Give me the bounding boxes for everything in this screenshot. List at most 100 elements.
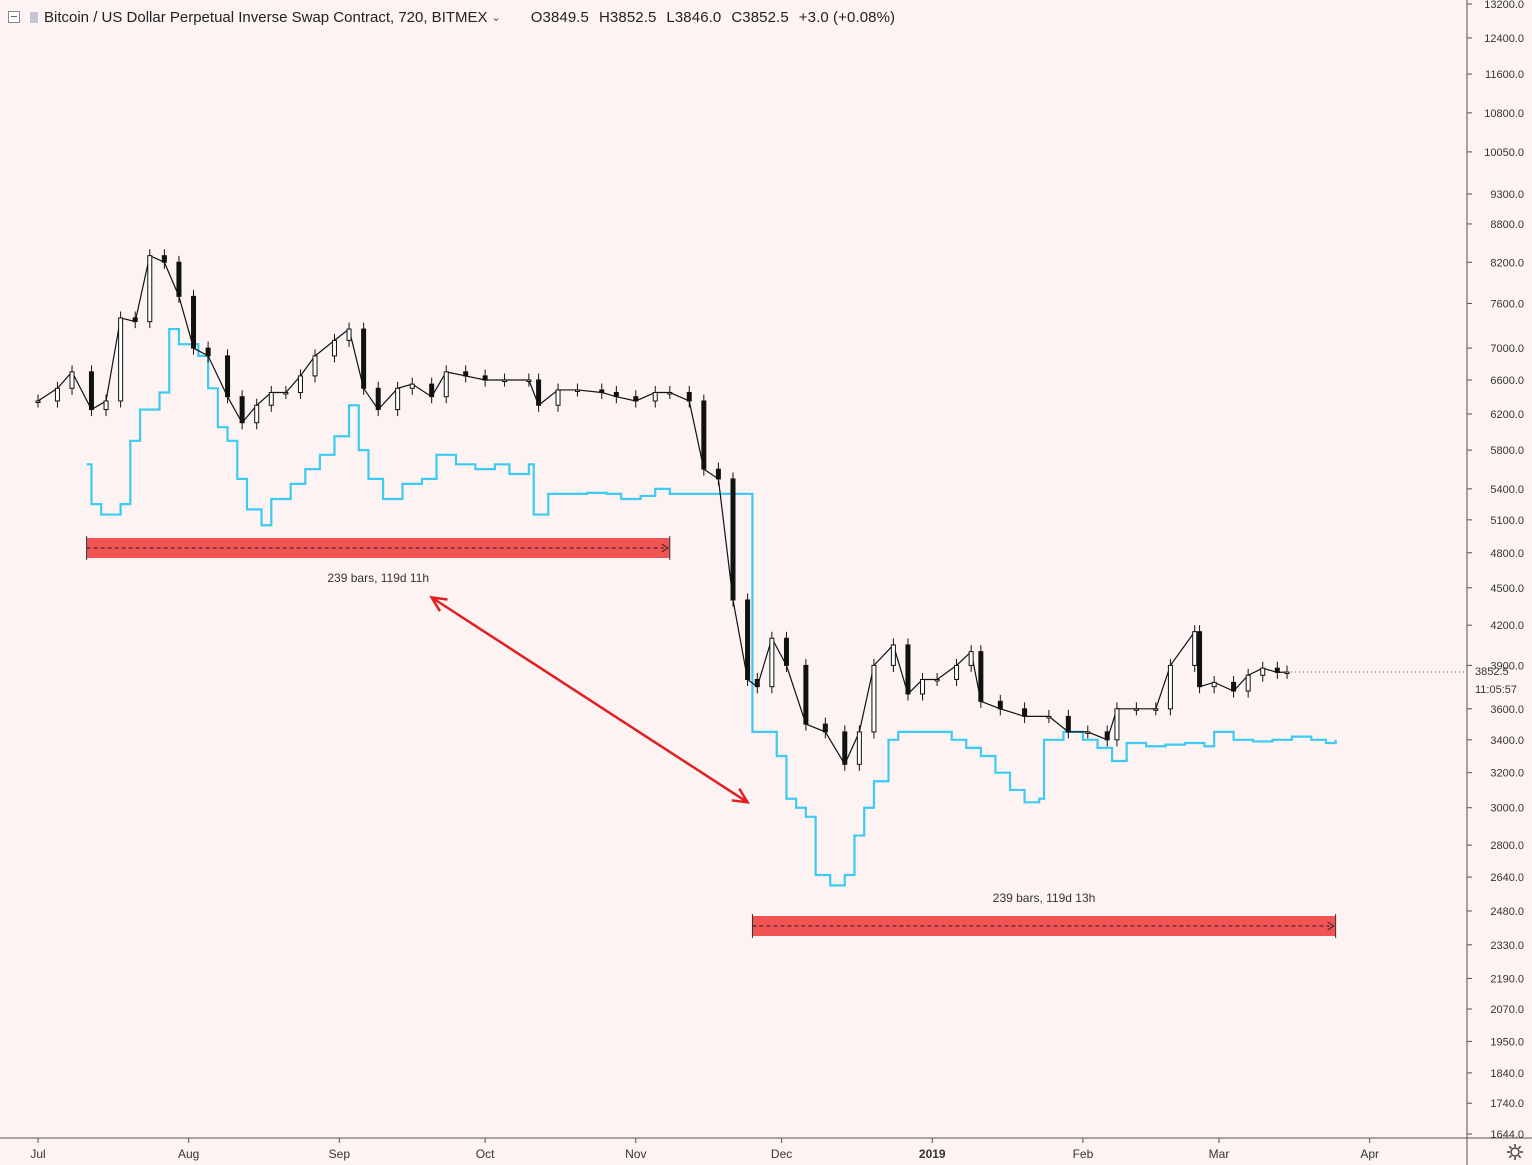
candle-body bbox=[225, 355, 231, 398]
y-tick-label: 5800.0 bbox=[1490, 445, 1524, 457]
y-tick-label: 2480.0 bbox=[1490, 906, 1524, 918]
candle-body bbox=[35, 400, 41, 403]
candle-body bbox=[482, 375, 488, 381]
candle-body bbox=[1114, 708, 1120, 741]
candle-body bbox=[1260, 667, 1266, 676]
candle-body bbox=[331, 339, 337, 357]
x-tick-label: Feb bbox=[1073, 1147, 1094, 1161]
candle-body bbox=[574, 389, 580, 392]
candle-body bbox=[1133, 708, 1139, 711]
range-measure-label: 239 bars, 119d 11h bbox=[327, 571, 429, 585]
candle-body bbox=[856, 731, 862, 765]
candle-body bbox=[297, 375, 303, 393]
candle-body bbox=[346, 328, 352, 341]
candle-body bbox=[905, 644, 911, 695]
candle-body bbox=[934, 678, 940, 682]
candle-body bbox=[268, 391, 274, 406]
ohlc-values: O3849.5 H3852.5 L3846.0 C3852.5 +3.0 (+0… bbox=[531, 9, 895, 26]
candle-body bbox=[526, 379, 532, 383]
y-tick-label: 1644.0 bbox=[1490, 1129, 1524, 1141]
y-tick-label: 2070.0 bbox=[1490, 1004, 1524, 1016]
candle-body bbox=[633, 396, 639, 402]
candle-body bbox=[803, 664, 809, 725]
candle-body bbox=[463, 371, 469, 377]
collapse-legend-button[interactable] bbox=[8, 11, 20, 23]
candle-body bbox=[890, 644, 896, 666]
candle-body bbox=[132, 317, 138, 323]
candle-body bbox=[147, 255, 153, 323]
y-tick-label: 2800.0 bbox=[1490, 840, 1524, 852]
candle-body bbox=[1167, 664, 1173, 710]
candle-body bbox=[715, 468, 721, 480]
candle-body bbox=[312, 355, 318, 377]
y-tick-label: 6600.0 bbox=[1490, 375, 1524, 387]
y-tick-label: 4800.0 bbox=[1490, 548, 1524, 560]
double-arrow-line bbox=[430, 596, 749, 804]
arrowhead-start bbox=[429, 595, 448, 612]
high-value: H3852.5 bbox=[599, 8, 657, 26]
y-tick-label: 8200.0 bbox=[1490, 257, 1524, 269]
candle-body bbox=[842, 731, 848, 765]
candle-body bbox=[968, 651, 974, 666]
open-value: O3849.5 bbox=[530, 8, 589, 26]
candle-body bbox=[1192, 631, 1198, 666]
x-tick-label: Oct bbox=[476, 1147, 495, 1161]
candle-body bbox=[783, 637, 789, 666]
x-tick-label: 2019 bbox=[919, 1147, 946, 1161]
symbol-title[interactable]: Bitcoin / US Dollar Perpetual Inverse Sw… bbox=[44, 8, 488, 26]
arrowhead-end bbox=[731, 787, 750, 804]
candle-body bbox=[1104, 731, 1110, 741]
y-tick-label: 9300.0 bbox=[1490, 189, 1524, 201]
x-tick-label: Dec bbox=[771, 1147, 792, 1161]
y-tick-label: 4500.0 bbox=[1490, 583, 1524, 595]
y-tick-label: 3600.0 bbox=[1490, 704, 1524, 716]
candle-body bbox=[997, 700, 1003, 710]
candle-body bbox=[443, 371, 449, 398]
candle-body bbox=[254, 404, 260, 424]
y-tick-label: 10050.0 bbox=[1484, 147, 1524, 159]
candle-body bbox=[118, 317, 124, 402]
candle-body bbox=[978, 651, 984, 702]
candle-body bbox=[239, 396, 245, 424]
candle-body bbox=[69, 371, 75, 389]
candle-body bbox=[822, 723, 828, 733]
candle-body bbox=[429, 383, 435, 398]
chevron-down-icon[interactable]: ⌄ bbox=[491, 11, 501, 24]
y-tick-label: 4200.0 bbox=[1490, 620, 1524, 632]
symbol-color-swatch bbox=[30, 11, 38, 23]
candle-body bbox=[191, 295, 197, 349]
candle-body bbox=[1085, 731, 1091, 734]
y-tick-label: 7000.0 bbox=[1490, 343, 1524, 355]
date-range-box bbox=[86, 538, 670, 558]
y-tick-label: 3000.0 bbox=[1490, 803, 1524, 815]
close-value: C3852.5 bbox=[731, 8, 789, 26]
x-tick-label: Apr bbox=[1360, 1147, 1379, 1161]
date-range-box bbox=[752, 916, 1336, 936]
y-tick-label: 3900.0 bbox=[1490, 660, 1524, 672]
candle-body bbox=[88, 371, 94, 411]
y-tick-label: 1740.0 bbox=[1490, 1098, 1524, 1110]
y-tick-label: 10800.0 bbox=[1484, 108, 1524, 120]
candle-body bbox=[745, 599, 751, 680]
candle-body bbox=[283, 391, 289, 395]
candle-body bbox=[1274, 667, 1280, 673]
y-tick-label: 5100.0 bbox=[1490, 515, 1524, 527]
candle-body bbox=[54, 387, 60, 402]
candle-body bbox=[205, 347, 211, 357]
candle-body bbox=[730, 478, 736, 601]
candle-body bbox=[613, 391, 619, 398]
date-range-arrowhead bbox=[1327, 921, 1335, 931]
settings-gear-icon[interactable] bbox=[1506, 1143, 1524, 1161]
candle-body bbox=[536, 379, 542, 406]
candle-body bbox=[871, 664, 877, 733]
y-tick-label: 2330.0 bbox=[1490, 940, 1524, 952]
candle-body bbox=[954, 664, 960, 680]
y-tick-label: 5400.0 bbox=[1490, 484, 1524, 496]
candle-body bbox=[701, 400, 707, 470]
x-tick-label: Sep bbox=[329, 1147, 351, 1161]
y-tick-label: 8800.0 bbox=[1490, 219, 1524, 231]
y-tick-label: 1950.0 bbox=[1490, 1036, 1524, 1048]
candle-body bbox=[1022, 708, 1028, 717]
candle-body bbox=[555, 389, 561, 406]
